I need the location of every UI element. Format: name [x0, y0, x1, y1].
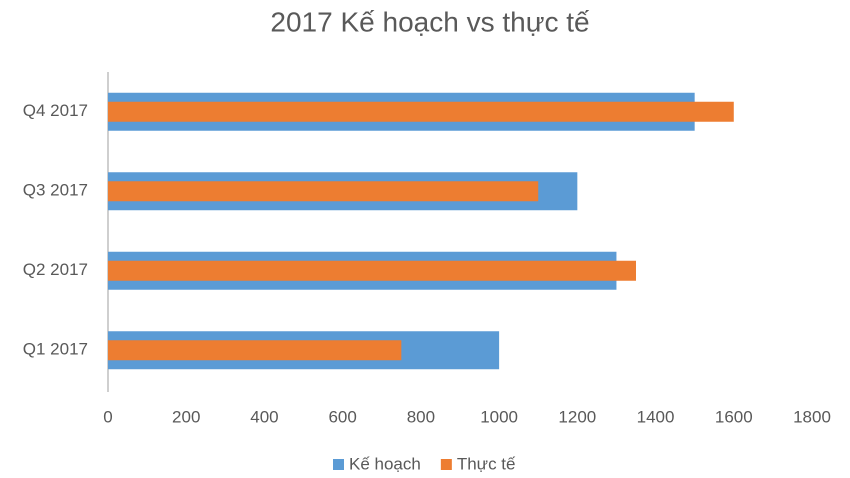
x-tick-label: 1600: [715, 407, 753, 426]
legend-swatch: [440, 459, 452, 470]
x-tick-label: 600: [328, 407, 356, 426]
x-tick-label: 0: [103, 407, 112, 426]
x-tick-label: 1200: [558, 407, 596, 426]
legend-label: Thực tế: [457, 454, 516, 473]
y-tick-label: Q2 2017: [23, 260, 88, 279]
x-tick-label: 800: [407, 407, 435, 426]
bar: [108, 181, 539, 202]
bar: [108, 260, 636, 281]
bar: [108, 101, 734, 122]
legend-label: Kế hoạch: [349, 454, 421, 473]
x-tick-label: 1800: [793, 407, 831, 426]
legend-swatch: [333, 459, 344, 470]
x-tick-label: 400: [250, 407, 278, 426]
x-tick-label: 200: [172, 407, 200, 426]
x-tick-label: 1000: [480, 407, 518, 426]
bar: [108, 340, 402, 361]
x-tick-label: 1400: [637, 407, 675, 426]
y-tick-label: Q1 2017: [23, 340, 88, 359]
y-tick-label: Q3 2017: [23, 181, 88, 200]
y-tick-label: Q4 2017: [23, 101, 88, 120]
chart-title: 2017 Kế hoạch vs thực tế: [270, 6, 590, 37]
